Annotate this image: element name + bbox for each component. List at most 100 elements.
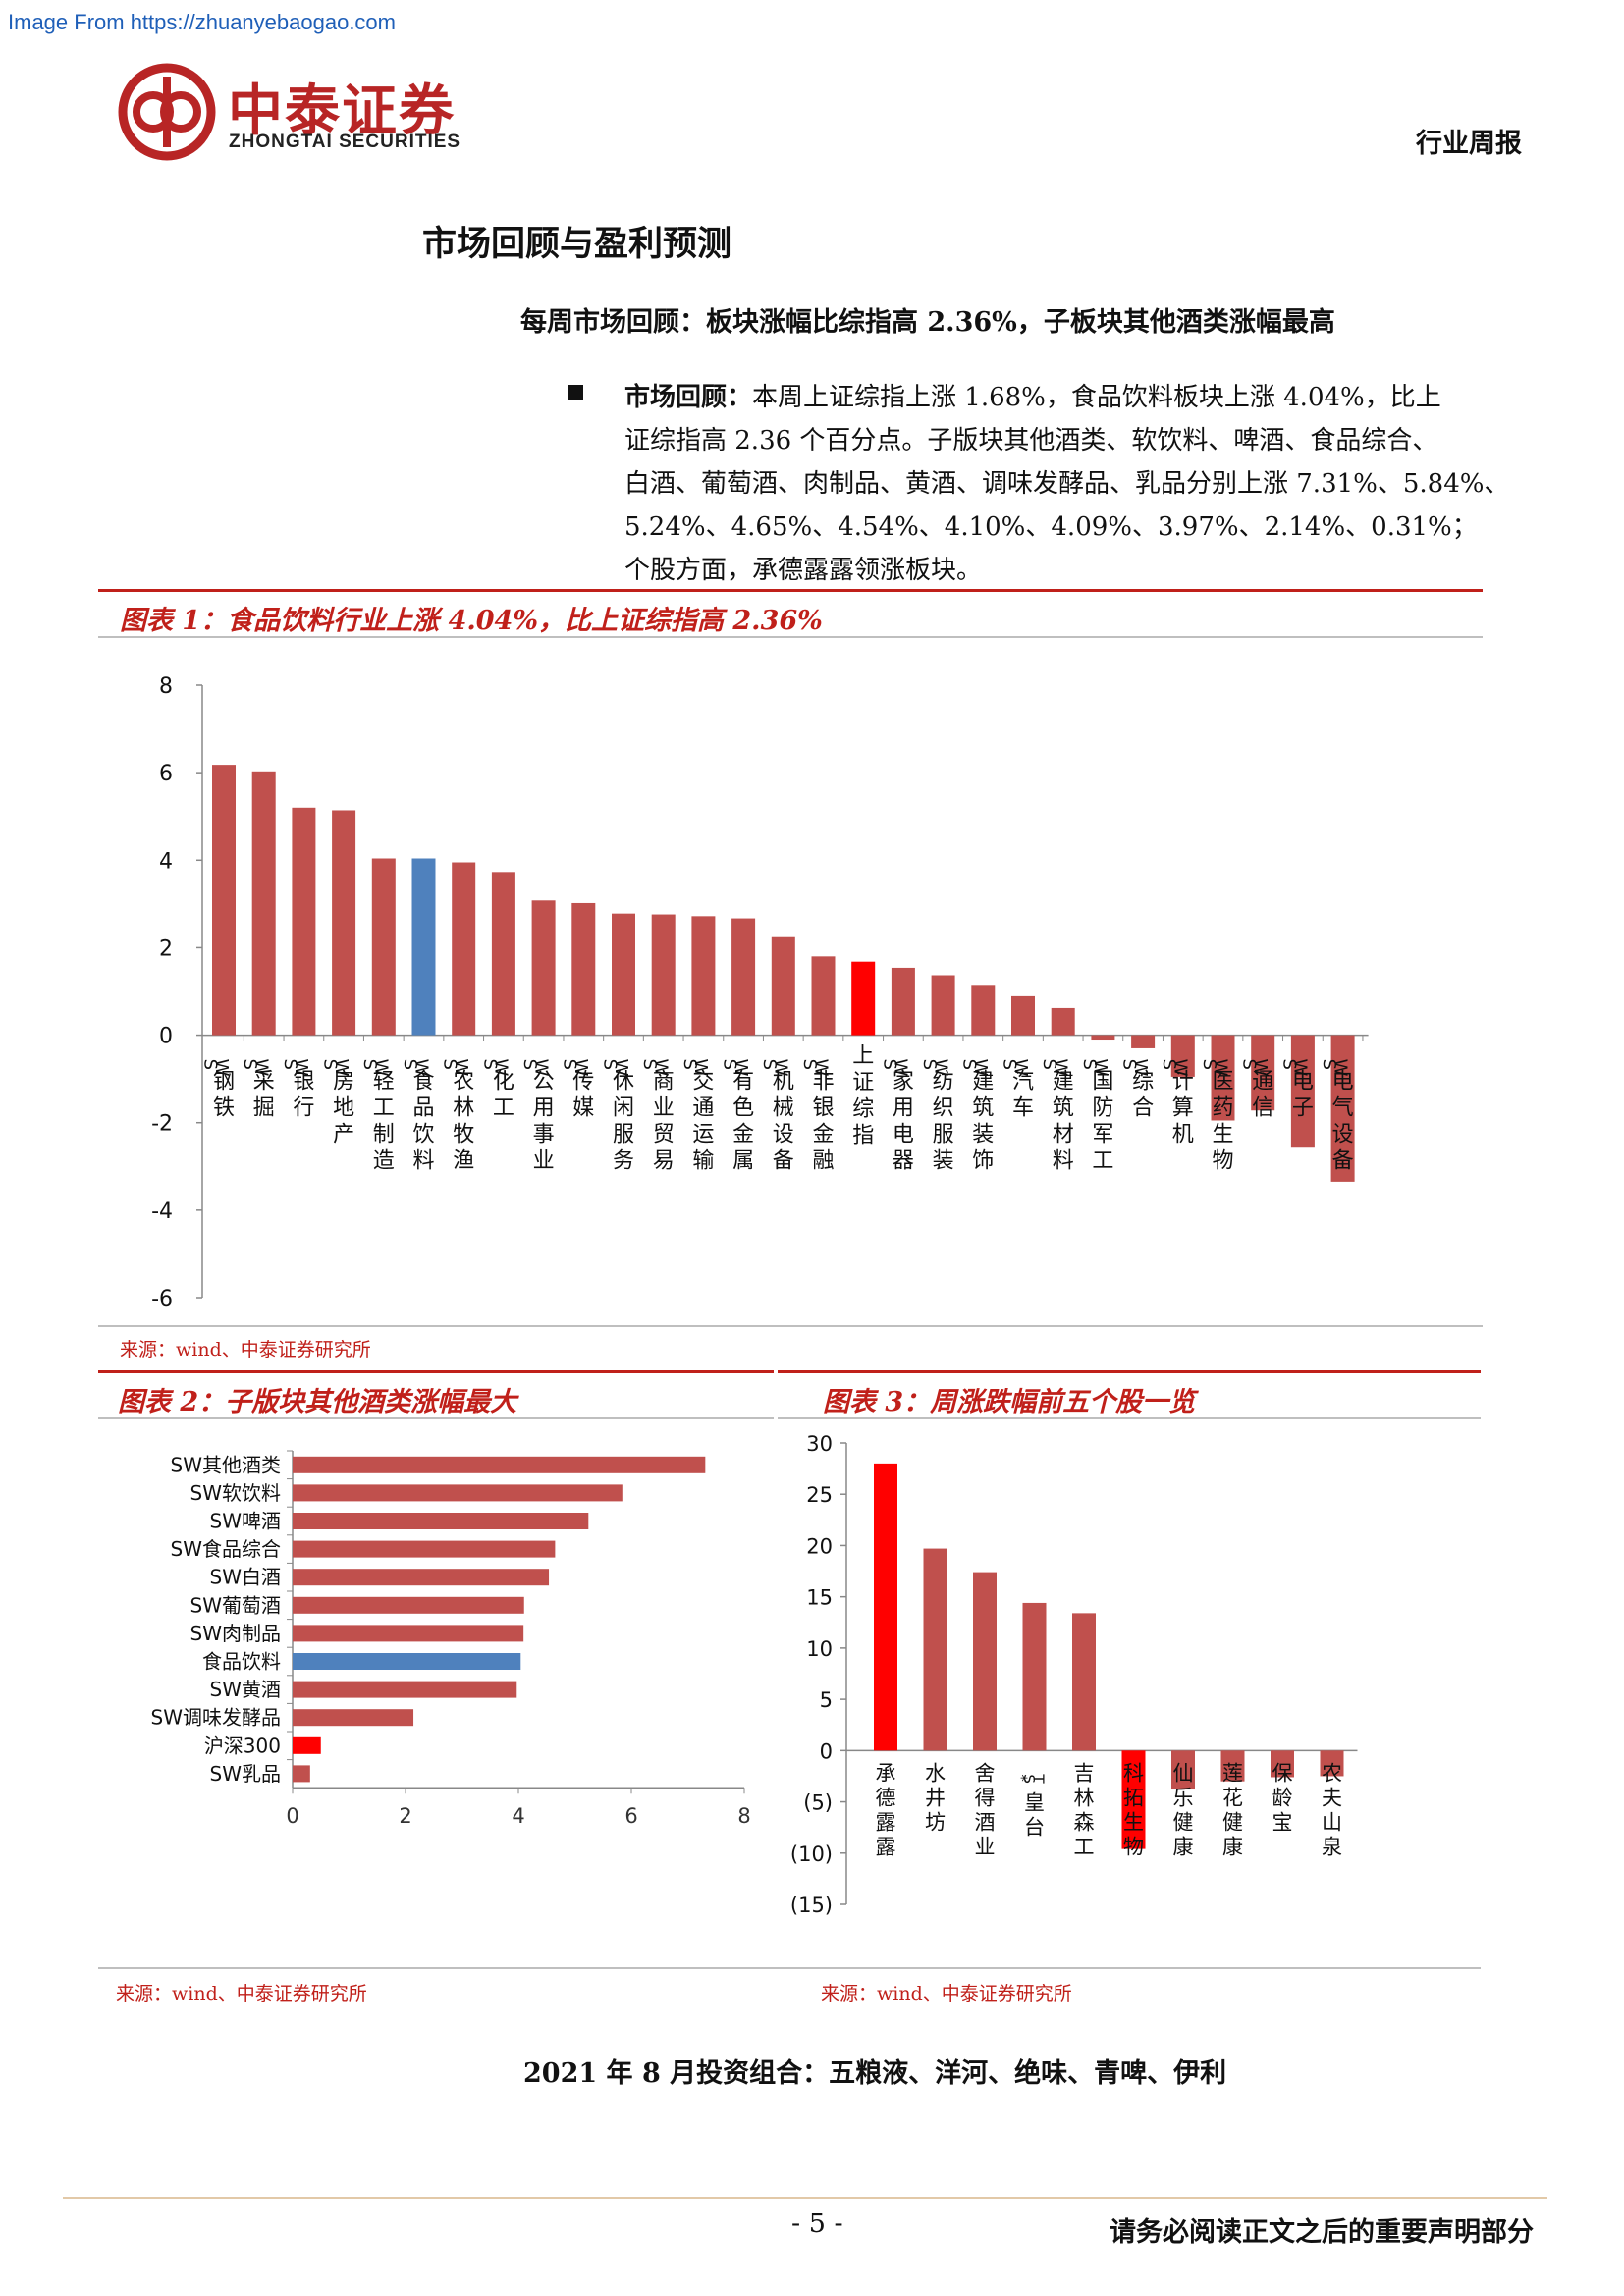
fig1-x-category-label: SW 机械设备	[759, 1059, 794, 1174]
fig1-bar	[1170, 1035, 1195, 1077]
fig3-y-tick-label: 30	[806, 1432, 833, 1456]
fig1-bar	[1051, 1007, 1075, 1036]
fig2-bar	[293, 1625, 524, 1642]
fig1-bar	[292, 807, 316, 1036]
fig3-y-tick-label: 20	[806, 1534, 833, 1558]
fig1-x-category-label: SW 银行	[280, 1059, 315, 1121]
fig1-bar	[452, 862, 476, 1036]
fig2-title: 图表 2：子版块其他酒类涨幅最大	[118, 1387, 517, 1417]
fig3-source: 来源：wind、中泰证券研究所	[821, 1983, 1072, 2004]
fig1-x-category-label: SW 综合	[1118, 1059, 1154, 1121]
fig3-bar	[973, 1572, 997, 1751]
fig2-bar	[293, 1484, 623, 1502]
market-review-paragraph: 市场回顾：本周上证综指上涨 1.68%，食品饮料板块上涨 4.04%，比上 证综…	[624, 376, 1538, 592]
fig1-y-tick-label: 2	[159, 936, 173, 961]
fig2-source: 来源：wind、中泰证券研究所	[116, 1983, 367, 2004]
fig2-bar	[293, 1765, 310, 1783]
fig3-bar	[1220, 1750, 1245, 1782]
fig2-title-rule	[98, 1417, 774, 1419]
fig1-x-category-label: SW 纺织服装	[919, 1059, 954, 1174]
fig1-top-rule	[98, 589, 1483, 592]
fig1-title-rule	[98, 636, 1483, 638]
fig1-y-tick-label: 6	[159, 762, 173, 786]
fig2-bar	[293, 1736, 321, 1754]
fig1-x-category-label: SW 采掘	[240, 1059, 275, 1121]
fig3-bar	[1320, 1750, 1344, 1777]
fig2-category-label: SW调味发酵品	[151, 1706, 281, 1730]
fig1-bar	[1091, 1035, 1115, 1041]
footer-rule	[63, 2197, 1547, 2199]
fig1-x-category-label: SW 房地产	[319, 1059, 354, 1148]
fig2-x-tick-label: 8	[737, 1804, 750, 1826]
fig1-bar	[811, 956, 836, 1036]
fig3-x-category-label: 科拓生物	[1123, 1761, 1144, 1858]
fig2-category-label: SW肉制品	[190, 1622, 281, 1645]
fig1-bar	[851, 961, 876, 1036]
fig1-bar	[612, 913, 635, 1036]
paragraph-line-3: 白酒、葡萄酒、肉制品、黄酒、调味发酵品、乳品分别上涨 7.31%、5.84%、	[624, 469, 1510, 499]
fig1-bar	[332, 810, 356, 1036]
fig3-x-category-label: 水井坊	[925, 1761, 946, 1834]
fig2-x-tick-label: 6	[624, 1804, 637, 1826]
fig3-y-tick-label: 0	[820, 1739, 833, 1763]
fig1-bar	[1251, 1035, 1275, 1111]
fig2-x-tick-label: 4	[512, 1804, 524, 1826]
fig3-y-tick-label: 10	[806, 1637, 833, 1661]
fig3-y-tick-label: 25	[806, 1483, 833, 1507]
section-title: 市场回顾与盈利预测	[422, 224, 732, 264]
fig3-x-category-label: 承德露露	[876, 1761, 896, 1858]
fig3-chart: 30 25 20 15 10 5 0 (5) (10) (15) 承德露露 水井坊 舍得酒业 *ST 皇台吉…	[790, 1432, 1358, 1917]
fig3-y-tick-label: 15	[806, 1586, 833, 1610]
fig2-bar	[293, 1540, 556, 1558]
fig1-title: 图表 1：食品饮料行业上涨 4.04%，比上证综指高 2.36%	[120, 606, 823, 636]
bullet-square-icon	[568, 385, 583, 400]
portfolio-heading: 2021 年 8 月投资组合：五粮液、洋河、绝味、青啤、伊利	[523, 2058, 1227, 2089]
fig3-bar	[874, 1463, 897, 1751]
fig1-x-category-label: SW 轻工制造	[359, 1059, 395, 1174]
fig1-x-category-label: SW 有色金属	[719, 1059, 754, 1174]
paragraph-line-1: 本周上证综指上涨 1.68%，食品饮料板块上涨 4.04%，比上	[752, 383, 1441, 412]
fig1-x-category-label: SW 电气设备	[1319, 1059, 1354, 1174]
fig2-category-label: 沪深300	[204, 1734, 281, 1757]
fig1-bar	[212, 765, 236, 1036]
fig2-category-label: SW白酒	[210, 1566, 281, 1589]
fig1-bar	[1131, 1035, 1156, 1048]
fig2-bar	[293, 1681, 517, 1698]
fig1-bar	[651, 914, 676, 1036]
fig3-x-category-label: 农夫山泉	[1322, 1761, 1342, 1858]
fig1-bar	[411, 858, 436, 1036]
fig3-bar	[1022, 1602, 1047, 1751]
fig3-y-tick-label: (15)	[790, 1894, 833, 1917]
fig2-category-label: SW黄酒	[210, 1678, 281, 1701]
fig3-x-category-label: *ST 皇台	[1012, 1773, 1047, 1839]
fig1-bar	[1211, 1035, 1235, 1121]
fig1-x-category-label: SW 商业贸易	[639, 1059, 675, 1174]
fig1-x-category-label: SW 休闲服务	[599, 1059, 634, 1174]
fig2-bar	[293, 1456, 706, 1473]
fig1-x-category-label: SW 交通运输	[679, 1059, 715, 1174]
fig1-bar	[1011, 995, 1035, 1036]
fig1-bar	[1290, 1035, 1315, 1148]
fig1-x-category-label: SW 食品饮料	[400, 1059, 435, 1174]
fig2-category-label: SW其他酒类	[171, 1453, 281, 1476]
fig1-bar	[251, 771, 276, 1036]
fig3-title-rule	[778, 1417, 1481, 1419]
fig1-y-tick-label: -2	[151, 1112, 173, 1137]
fig2-category-label: SW啤酒	[210, 1510, 281, 1533]
report-type: 行业周报	[1416, 129, 1522, 159]
fig2-category-label: SW软饮料	[190, 1481, 281, 1505]
fig1-source: 来源：wind、中泰证券研究所	[120, 1339, 371, 1361]
fig1-x-category-label: SW 家用电器	[879, 1059, 914, 1174]
fig3-x-category-label: 舍得酒业	[975, 1761, 996, 1858]
fig1-x-category-label: SW 非银金融	[799, 1059, 835, 1174]
fig3-x-category-label: 吉林森工	[1074, 1761, 1095, 1858]
fig1-bar	[731, 918, 756, 1036]
fig1-x-category-label: SW 汽车	[999, 1059, 1034, 1121]
fig1-y-tick-label: 8	[159, 674, 173, 699]
fig1-y-tick-label: 4	[159, 849, 173, 874]
fig1-bar	[691, 916, 716, 1036]
fig1-bar	[891, 967, 915, 1036]
zhongtai-logo-icon	[118, 63, 216, 161]
sub-heading: 每周市场回顾：板块涨幅比综指高 2.36%，子板块其他酒类涨幅最高	[520, 307, 1335, 338]
fig3-y-tick-label: 5	[820, 1688, 833, 1712]
